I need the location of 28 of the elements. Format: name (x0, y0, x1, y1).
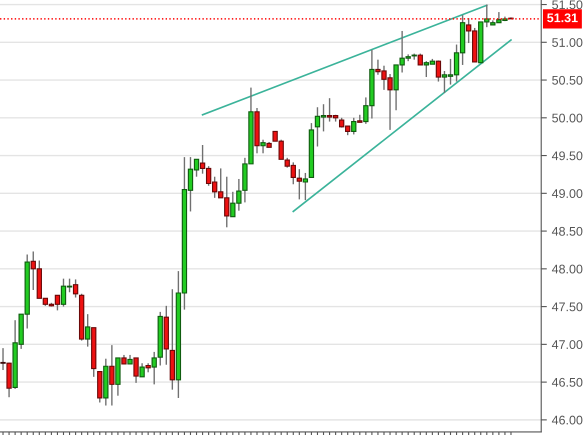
candlestick (436, 60, 442, 82)
y-tick-label: 48.00 (552, 264, 582, 274)
y-tick-label: 49.50 (552, 151, 582, 160)
y-tick-label: 47.00 (552, 340, 582, 350)
y-tick-label: 48.50 (552, 226, 582, 236)
y-tick-label: 50.50 (552, 76, 582, 85)
candlestick (351, 117, 356, 136)
candlestick (133, 357, 139, 384)
y-tick-label: 46.50 (552, 378, 582, 387)
candlestick (145, 362, 151, 373)
candlestick (139, 362, 145, 378)
y-tick-label: 51.00 (552, 38, 582, 47)
candlestick (72, 278, 78, 298)
candlestick (260, 139, 266, 154)
candlestick (85, 313, 90, 348)
candlestick (0, 347, 6, 371)
y-tick-label: 51.50 (552, 0, 582, 10)
candlestick (418, 52, 423, 66)
candlestick (121, 354, 127, 365)
candlestick (152, 351, 157, 386)
candlestick (302, 172, 308, 201)
y-tick-label: 46.00 (552, 416, 582, 425)
candlestick (109, 344, 115, 406)
y-tick-label: 49.00 (552, 189, 582, 198)
ref-line-label: 51.31 (547, 13, 578, 22)
y-tick-label: 50.00 (552, 114, 582, 122)
candlestick (127, 354, 133, 365)
y-tick-label: 47.50 (552, 302, 582, 312)
